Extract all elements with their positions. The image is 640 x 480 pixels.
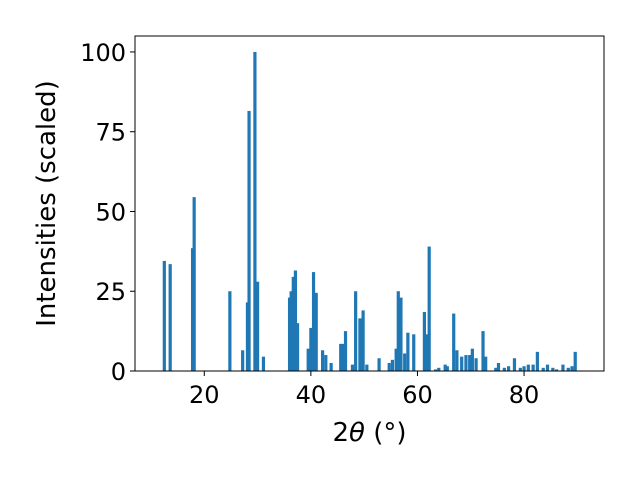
bar: [545, 364, 550, 371]
bar: [541, 367, 545, 371]
bar: [474, 358, 478, 371]
bar: [424, 334, 429, 371]
bar: [339, 343, 343, 371]
bar: [455, 350, 459, 371]
bar: [443, 364, 447, 371]
bar: [377, 358, 381, 371]
x-axis-label: 2θ (°): [332, 418, 406, 448]
bar: [470, 348, 474, 371]
bar: [387, 363, 391, 371]
x-tick-label: 20: [189, 381, 220, 409]
bar: [573, 351, 577, 371]
bar: [309, 327, 313, 371]
x-tick-label: 80: [509, 381, 540, 409]
bar: [295, 323, 300, 371]
x-axis-label-unit: (°): [365, 418, 407, 448]
bar: [460, 356, 464, 371]
bar: [518, 367, 522, 371]
bar: [507, 366, 511, 371]
bar: [512, 358, 517, 371]
bar: [289, 291, 293, 371]
y-axis-label: Intensities (scaled): [32, 80, 62, 327]
bar: [396, 291, 400, 371]
bar: [554, 369, 559, 371]
bar: [293, 270, 298, 371]
bar: [522, 366, 526, 371]
bar: [399, 297, 403, 371]
bar: [566, 367, 570, 371]
bar: [365, 364, 369, 371]
bar: [324, 355, 328, 371]
bar: [481, 331, 485, 371]
bar: [427, 246, 431, 371]
bar: [496, 363, 501, 371]
bar: [561, 364, 565, 371]
bar: [551, 367, 555, 371]
bar: [192, 197, 196, 371]
bar: [394, 348, 398, 371]
bar: [390, 359, 395, 371]
bar: [341, 343, 345, 371]
bar: [311, 272, 316, 371]
bar: [406, 332, 410, 371]
bar: [350, 364, 355, 371]
bar: [445, 366, 449, 371]
bar: [321, 350, 325, 371]
bar: [228, 291, 232, 371]
bar: [162, 260, 166, 371]
bar: [468, 355, 472, 371]
bar: [255, 281, 260, 371]
bar: [314, 292, 318, 371]
bar: [329, 363, 333, 371]
plot-frame: [134, 35, 605, 372]
bar: [358, 318, 362, 371]
x-tick-label: 40: [296, 381, 327, 409]
bar: [452, 313, 456, 371]
y-tick-label: 75: [95, 119, 126, 147]
bar: [306, 348, 310, 371]
bar: [433, 369, 438, 371]
bar: [354, 291, 358, 371]
bars-group: [162, 51, 577, 371]
bar: [437, 367, 441, 371]
bar: [535, 351, 539, 371]
bar: [494, 367, 498, 371]
bar: [570, 366, 574, 371]
bar: [247, 110, 251, 371]
y-tick-label: 100: [80, 39, 126, 67]
y-axis-ticks: 0 25 50 75 100: [80, 39, 135, 386]
y-tick-label: 25: [95, 278, 126, 306]
x-axis-ticks: 20 40 60 80: [189, 371, 539, 409]
bar: [484, 356, 488, 371]
x-tick-label: 60: [402, 381, 433, 409]
x-axis-label-main: 2: [332, 418, 349, 448]
bar: [261, 356, 266, 371]
bar: [531, 364, 535, 371]
bar: [361, 310, 365, 371]
bar: [502, 367, 506, 371]
bar: [168, 264, 172, 371]
y-tick-label: 50: [95, 198, 126, 226]
bar: [343, 331, 348, 371]
bar: [526, 364, 530, 371]
bar: [253, 51, 257, 371]
x-axis-label-symbol: θ: [349, 418, 365, 448]
bar: [412, 334, 416, 371]
y-tick-label: 0: [111, 358, 126, 386]
bar: [403, 353, 407, 371]
bar: [464, 355, 468, 371]
bar: [291, 276, 295, 371]
bar: [422, 311, 426, 371]
bar: [241, 350, 245, 371]
